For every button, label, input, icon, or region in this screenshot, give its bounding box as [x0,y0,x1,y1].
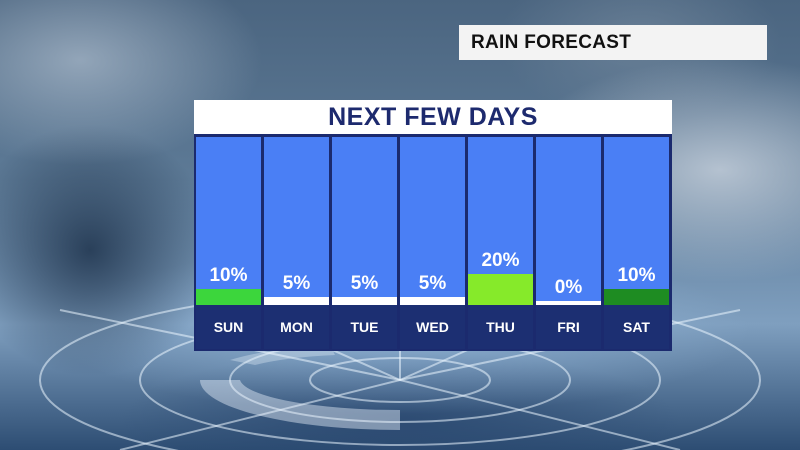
day-label-box: THU [468,305,533,349]
day-label: SAT [623,319,650,335]
day-label: WED [416,319,449,335]
day-column-sun: 10% SUN [196,137,261,349]
rain-fill-bar [468,274,533,305]
day-column-thu: 20% THU [468,137,533,349]
day-column-mon: 5% MON [264,137,329,349]
rain-fill-bar [264,297,329,305]
day-label: SUN [213,319,244,335]
rain-percent-label: 10% [617,265,656,286]
rain-fill-bar [400,297,465,305]
day-label-box: FRI [536,305,601,349]
forecast-panel: NEXT FEW DAYS 10% SUN 5% MON 5% TUE 5% W… [194,100,672,351]
rain-fill-bar [196,289,261,305]
day-label: TUE [350,319,379,335]
rain-forecast-title: RAIN FORECAST [471,31,632,53]
day-label-box: SUN [196,305,261,349]
day-label-box: WED [400,305,465,349]
rain-fill-bar [536,301,601,305]
day-label: FRI [557,319,580,335]
rain-percent-label: 5% [418,273,447,294]
rain-fill-bar [604,289,669,305]
rain-percent-label: 0% [554,277,583,298]
rain-percent-label: 5% [282,273,311,294]
rain-percent-label: 20% [481,250,520,271]
rain-percent-label: 10% [209,265,248,286]
panel-header: NEXT FEW DAYS [194,100,672,134]
rain-forecast-title-box: RAIN FORECAST [459,25,767,60]
rain-fill-bar [332,297,397,305]
day-label: MON [280,319,313,335]
day-column-fri: 0% FRI [536,137,601,349]
panel-title: NEXT FEW DAYS [328,102,538,131]
day-label-box: MON [264,305,329,349]
day-label-box: SAT [604,305,669,349]
day-label: THU [486,319,515,335]
day-column-sat: 10% SAT [604,137,669,349]
rain-percent-label: 5% [350,273,379,294]
day-label-box: TUE [332,305,397,349]
day-column-tue: 5% TUE [332,137,397,349]
day-column-wed: 5% WED [400,137,465,349]
